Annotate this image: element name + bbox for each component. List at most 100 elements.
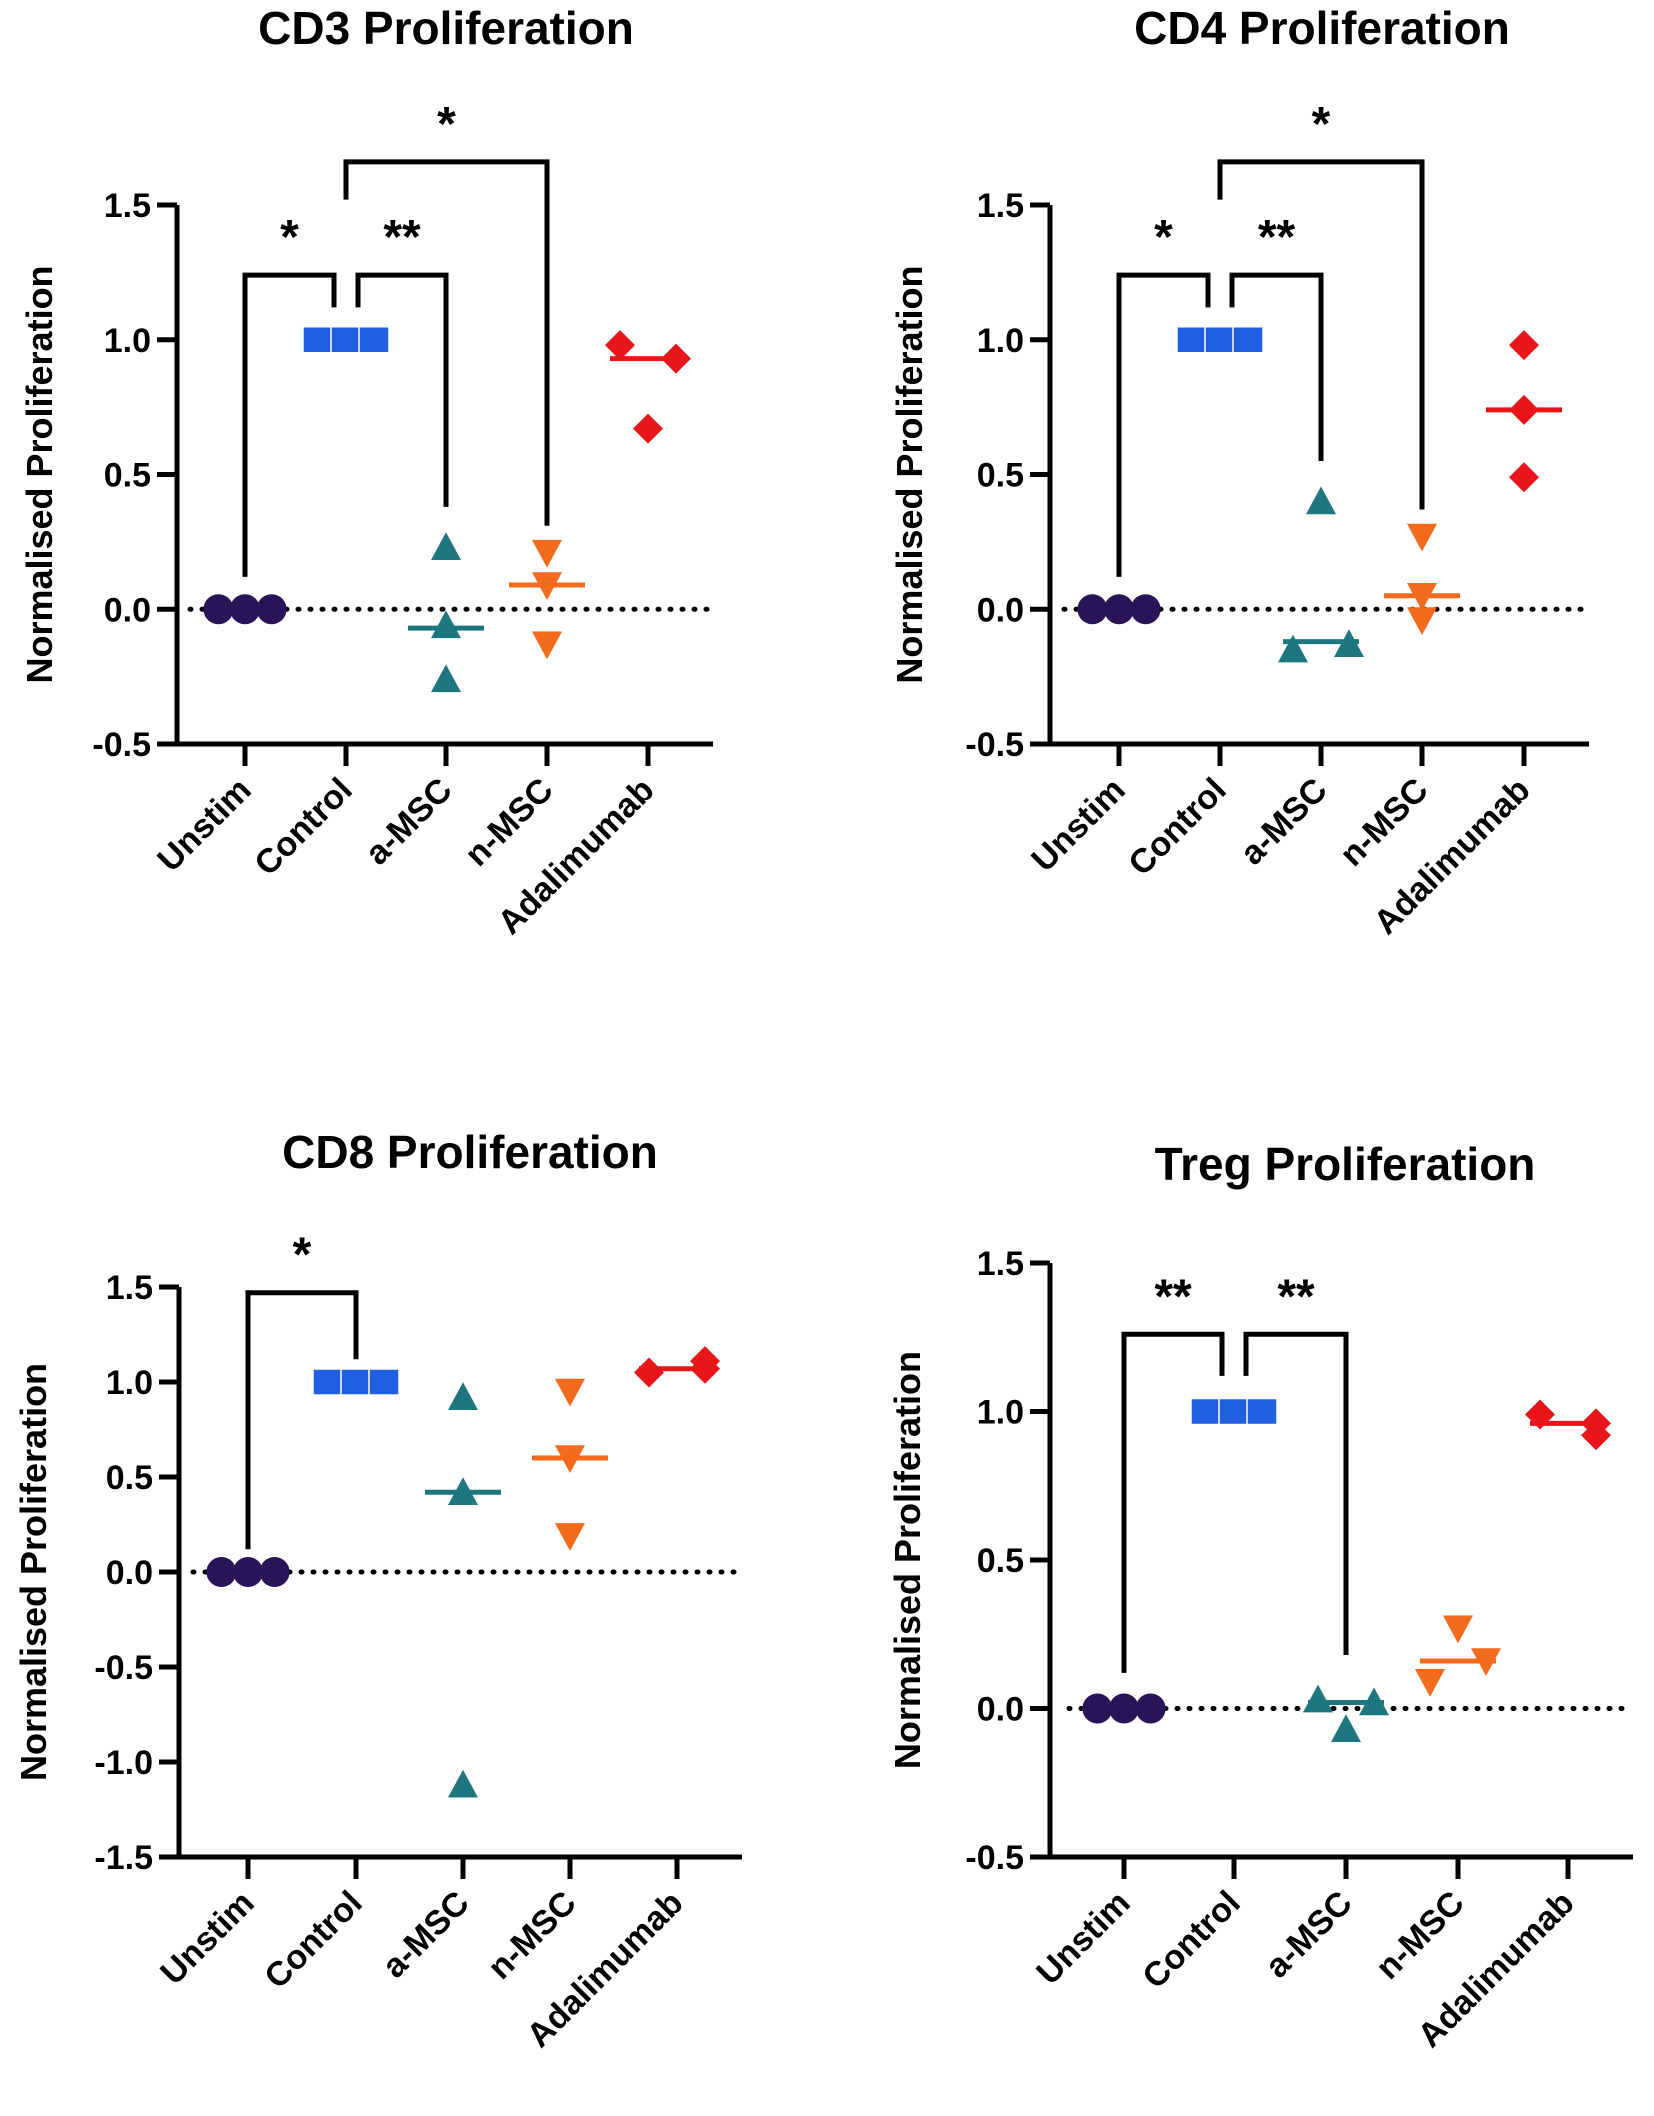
data-point-adalimumab [1509,462,1539,493]
data-point-a-msc [431,610,461,639]
data-point-unstim [259,1557,290,1587]
significance-label: ** [1154,1270,1192,1323]
data-point-a-msc [1306,486,1336,515]
x-tick-label: a-MSC [358,771,460,873]
y-tick-label: 0.0 [977,591,1024,629]
x-tick-label: a-MSC [1258,1884,1360,1986]
data-point-control [1190,1397,1222,1426]
data-point-a-msc [1331,1714,1361,1743]
data-point-control [368,1368,400,1396]
y-tick-label: 1.5 [977,187,1024,225]
x-tick-label: Unstim [150,771,258,879]
y-tick-label: -1.5 [94,1839,153,1877]
data-point-control [330,326,362,354]
data-point-a-msc [431,532,461,561]
data-point-n-msc [532,631,562,660]
data-point-control [1176,326,1208,354]
y-axis-label: Normalised Proliferation [13,1363,54,1781]
y-tick-label: 1.0 [977,322,1024,360]
chart-title: Treg Proliferation [1155,1138,1536,1190]
significance-label: * [437,98,456,151]
data-point-unstim [203,594,234,625]
y-tick-label: -0.5 [94,1649,153,1687]
x-tick-label: n-MSC [1333,771,1436,874]
data-point-control [312,1368,344,1396]
chart-title: CD8 Proliferation [282,1126,658,1178]
y-tick-label: 0.0 [106,1554,153,1592]
data-point-unstim [1077,594,1108,625]
y-axis-label: Normalised Proliferation [889,265,930,683]
y-tick-label: 0.5 [977,457,1024,495]
significance-bracket [1116,272,1211,577]
data-point-unstim [1082,1693,1113,1724]
data-point-unstim [256,594,287,625]
y-tick-label: 1.5 [106,1269,153,1307]
data-point-control [1204,326,1236,354]
data-point-a-msc [1303,1684,1333,1713]
data-point-control [340,1368,372,1396]
data-point-n-msc [532,539,562,568]
chart-panel-4: Treg Proliferation Normalised Proliferati… [887,1138,1636,2055]
data-point-n-msc [555,1378,585,1407]
y-tick-label: 0.5 [104,457,151,495]
significance-label: * [293,1229,312,1282]
y-tick-label: -1.0 [94,1744,153,1782]
data-point-n-msc [555,1523,585,1551]
data-point-unstim [1135,1693,1166,1724]
data-point-adalimumab [1509,330,1539,361]
data-point-control [358,326,390,354]
x-tick-label: Control [257,1884,369,1996]
data-point-n-msc [1415,1669,1445,1697]
y-tick-label: 1.0 [106,1364,153,1402]
y-tick-label: 0.5 [106,1459,153,1497]
significance-bracket [1217,159,1425,510]
chart-panel-2: CD4 Proliferation Normalised Proliferatio… [889,2,1592,942]
y-axis-label: Normalised Proliferation [19,265,60,683]
significance-bracket [1121,1331,1225,1673]
y-tick-label: 0.5 [977,1542,1024,1580]
significance-bracket [1243,1331,1349,1656]
y-tick-label: 0.0 [977,1691,1024,1729]
y-tick-label: -0.5 [965,1839,1024,1877]
chart-panel-3: CD8 Proliferation Normalised Proliferatio… [13,1126,745,2055]
y-axis-label: Normalised Proliferation [887,1351,928,1769]
data-point-unstim [230,594,260,625]
significance-bracket [355,272,449,507]
y-tick-label: 1.0 [104,322,151,360]
x-tick-label: a-MSC [375,1884,477,1986]
data-point-a-msc [431,664,461,693]
data-point-unstim [1104,594,1134,625]
x-tick-label: a-MSC [1233,771,1335,873]
significance-label: * [1312,98,1331,151]
y-tick-label: 1.5 [977,1245,1024,1283]
y-tick-label: 0.0 [104,591,151,629]
significance-label: ** [383,211,421,264]
significance-bracket [1229,272,1324,462]
data-point-unstim [1109,1693,1139,1724]
x-tick-label: Unstim [153,1884,261,1992]
y-tick-label: 1.5 [104,187,151,225]
chart-panel-1: CD3 Proliferation Normalised Proliferatio… [19,2,716,942]
data-point-n-msc [1407,523,1437,552]
x-tick-label: Control [247,771,359,883]
x-tick-label: Control [1135,1884,1247,1996]
y-tick-label: 1.0 [977,1394,1024,1432]
data-point-a-msc [1278,634,1308,663]
x-tick-label: Unstim [1029,1884,1137,1992]
significance-label: ** [1258,211,1296,264]
chart-title: CD4 Proliferation [1134,2,1510,54]
significance-label: ** [1277,1270,1315,1323]
data-point-unstim [233,1557,263,1587]
data-point-control [1232,326,1264,354]
data-point-adalimumab [633,413,663,444]
chart-title: CD3 Proliferation [258,2,634,54]
x-tick-label: Unstim [1024,771,1132,879]
data-point-unstim [206,1557,237,1587]
y-tick-label: -0.5 [965,726,1024,764]
x-tick-label: n-MSC [1369,1884,1472,1987]
data-point-control [302,326,334,354]
data-point-control [1218,1397,1250,1426]
data-point-adalimumab [634,1357,664,1388]
significance-bracket [242,272,337,577]
